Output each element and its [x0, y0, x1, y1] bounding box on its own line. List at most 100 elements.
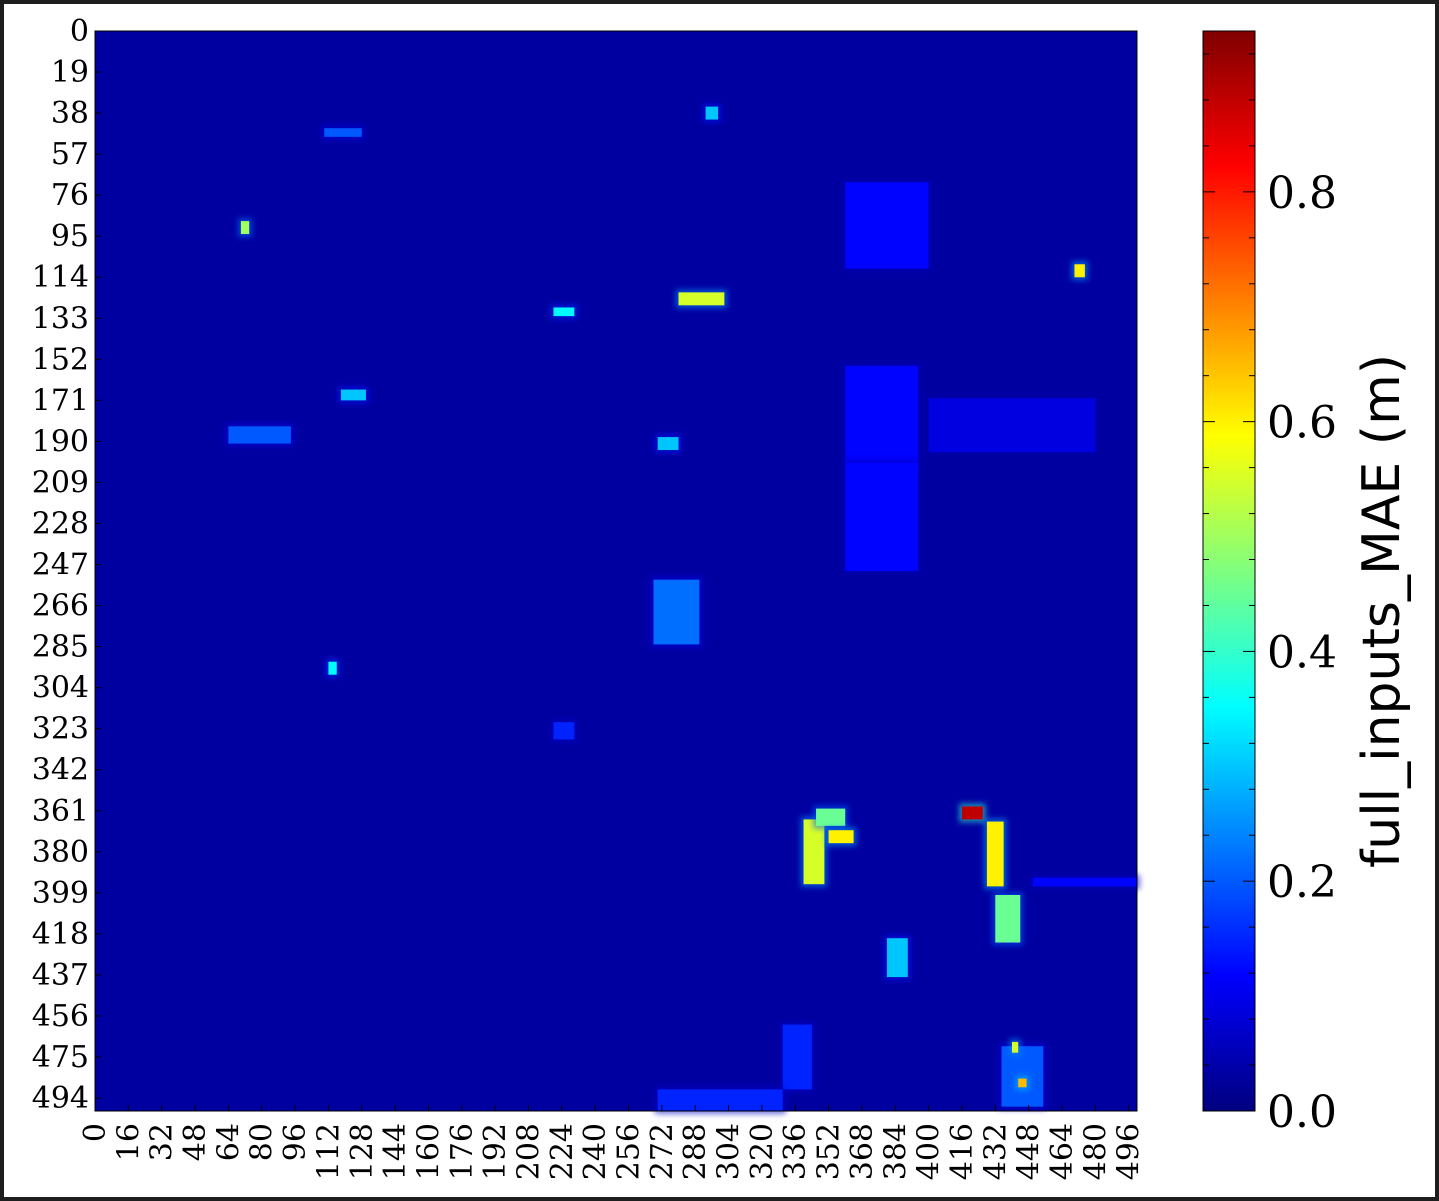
y-tick-label: 171 — [32, 383, 89, 418]
y-tick-label: 475 — [32, 1040, 89, 1075]
heatmap-cell — [324, 128, 362, 137]
y-tick-label: 38 — [51, 96, 89, 131]
x-tick-label: 208 — [511, 1123, 546, 1180]
x-tick-label: 96 — [278, 1123, 313, 1161]
x-tick-label: 368 — [845, 1123, 880, 1180]
y-tick-label: 437 — [32, 958, 89, 993]
heatmap-background — [95, 31, 1137, 1111]
x-tick-label: 48 — [178, 1123, 213, 1161]
plot-frame — [94, 30, 1138, 1112]
heatmap-cell — [803, 819, 825, 885]
y-tick-label: 418 — [32, 917, 89, 952]
y-tick-label: 380 — [32, 835, 89, 870]
x-tick-label: 384 — [878, 1123, 913, 1180]
heatmap-cell — [961, 806, 983, 820]
heatmap-cells — [225, 103, 1140, 1114]
x-tick-label: 176 — [445, 1123, 480, 1180]
x-tick-label: 464 — [1045, 1123, 1080, 1180]
heatmap-cell — [986, 821, 1004, 887]
y-tick-label: 190 — [32, 424, 89, 459]
x-tick-label: 224 — [545, 1123, 580, 1180]
heatmap-cell — [886, 938, 908, 978]
x-tick-label: 400 — [912, 1123, 947, 1180]
y-tick-label: 323 — [32, 712, 89, 747]
x-tick-label: 288 — [678, 1123, 713, 1180]
heatmap-cell — [657, 437, 679, 451]
x-tick-label: 32 — [145, 1123, 180, 1161]
x-tick-label: 352 — [812, 1123, 847, 1180]
heatmap-cell — [928, 398, 1096, 453]
y-tick-label: 266 — [32, 589, 89, 624]
heatmap-cell — [816, 808, 846, 826]
heatmap-cell — [1074, 264, 1085, 278]
y-tick-label: 247 — [32, 548, 89, 583]
y-tick-label: 57 — [51, 137, 89, 172]
x-tick-label: 80 — [245, 1123, 280, 1161]
y-tick-label: 133 — [32, 301, 89, 336]
x-tick-label: 0 — [78, 1123, 113, 1142]
heatmap-cell — [1018, 1078, 1027, 1088]
plot-area — [94, 30, 1140, 1114]
heatmap-cell — [553, 722, 575, 740]
heatmap-cell — [340, 389, 366, 401]
y-tick-label: 304 — [32, 671, 89, 706]
heatmap-cell — [845, 182, 929, 269]
x-tick-label: 416 — [945, 1123, 980, 1180]
heatmap-cell — [240, 221, 250, 235]
x-tick-label: 128 — [345, 1123, 380, 1180]
x-tick-label: 160 — [411, 1123, 446, 1180]
x-tick-label: 320 — [745, 1123, 780, 1180]
x-tick-label: 64 — [211, 1123, 246, 1161]
y-tick-label: 399 — [32, 876, 89, 911]
heatmap-cell — [1011, 1041, 1019, 1053]
x-tick-label: 432 — [978, 1123, 1013, 1180]
x-tick-label: 272 — [645, 1123, 680, 1180]
y-tick-label: 76 — [51, 178, 89, 213]
heatmap-cell — [657, 1089, 783, 1111]
colorbar-tick-label: 0.8 — [1267, 168, 1337, 219]
y-tick-label: 114 — [32, 260, 89, 295]
y-tick-label: 19 — [51, 55, 89, 90]
y-tick-label: 494 — [32, 1081, 89, 1116]
colorbar-ticks: 0.0 0.2 0.4 0.6 0.8 — [1203, 53, 1337, 1138]
colorbar-tick-label: 0.0 — [1267, 1087, 1337, 1138]
x-tick-label: 480 — [1078, 1123, 1113, 1180]
colorbar-tick-label: 0.2 — [1267, 857, 1337, 908]
heatmap-cell — [782, 1024, 812, 1090]
x-tick-label: 16 — [111, 1123, 146, 1161]
colorbar-tick-label: 0.6 — [1267, 398, 1337, 449]
y-tick-label: 361 — [32, 794, 89, 829]
y-tick-label: 95 — [51, 219, 89, 254]
heatmap-cell — [705, 106, 719, 120]
y-tick-label: 152 — [32, 342, 89, 377]
colorbar-label: full_inputs_MAE (m) — [1352, 354, 1412, 868]
x-tick-label: 304 — [712, 1123, 747, 1180]
x-tick-label: 336 — [778, 1123, 813, 1180]
y-tick-label: 456 — [32, 999, 89, 1034]
y-axis: 0 19 38 57 76 95 114 133 152 171 190 209 228 247 266 28… — [32, 14, 101, 1116]
colorbar: 0.0 0.2 0.4 0.6 0.8 full_inputs_MAE (m) — [1202, 30, 1412, 1138]
heatmap-cell — [553, 307, 575, 317]
y-tick-label: 209 — [32, 465, 89, 500]
x-tick-label: 144 — [378, 1123, 413, 1180]
heatmap-cell — [653, 579, 700, 645]
y-tick-label: 0 — [70, 14, 89, 49]
heatmap-cell — [228, 426, 291, 444]
x-tick-label: 112 — [311, 1123, 346, 1180]
x-tick-label: 496 — [1112, 1123, 1147, 1180]
x-tick-label: 256 — [612, 1123, 647, 1180]
heatmap-cell — [1032, 877, 1137, 887]
heatmap-cell — [995, 895, 1021, 943]
heatmap-cell — [828, 830, 854, 844]
y-tick-label: 228 — [32, 506, 89, 541]
y-tick-label: 342 — [32, 753, 89, 788]
heatmap-cell — [328, 661, 337, 675]
x-tick-label: 192 — [478, 1123, 513, 1180]
x-tick-label: 240 — [578, 1123, 613, 1180]
heatmap-cell — [845, 365, 919, 463]
colorbar-gradient — [1202, 30, 1256, 1112]
y-tick-label: 285 — [32, 630, 89, 665]
colorbar-tick-label: 0.4 — [1267, 627, 1337, 678]
x-axis: 0163248648096112128144160176192208224240… — [78, 1105, 1147, 1180]
figure: 0 19 38 57 76 95 114 133 152 171 190 209 228 247 266 28… — [4, 4, 1435, 1197]
